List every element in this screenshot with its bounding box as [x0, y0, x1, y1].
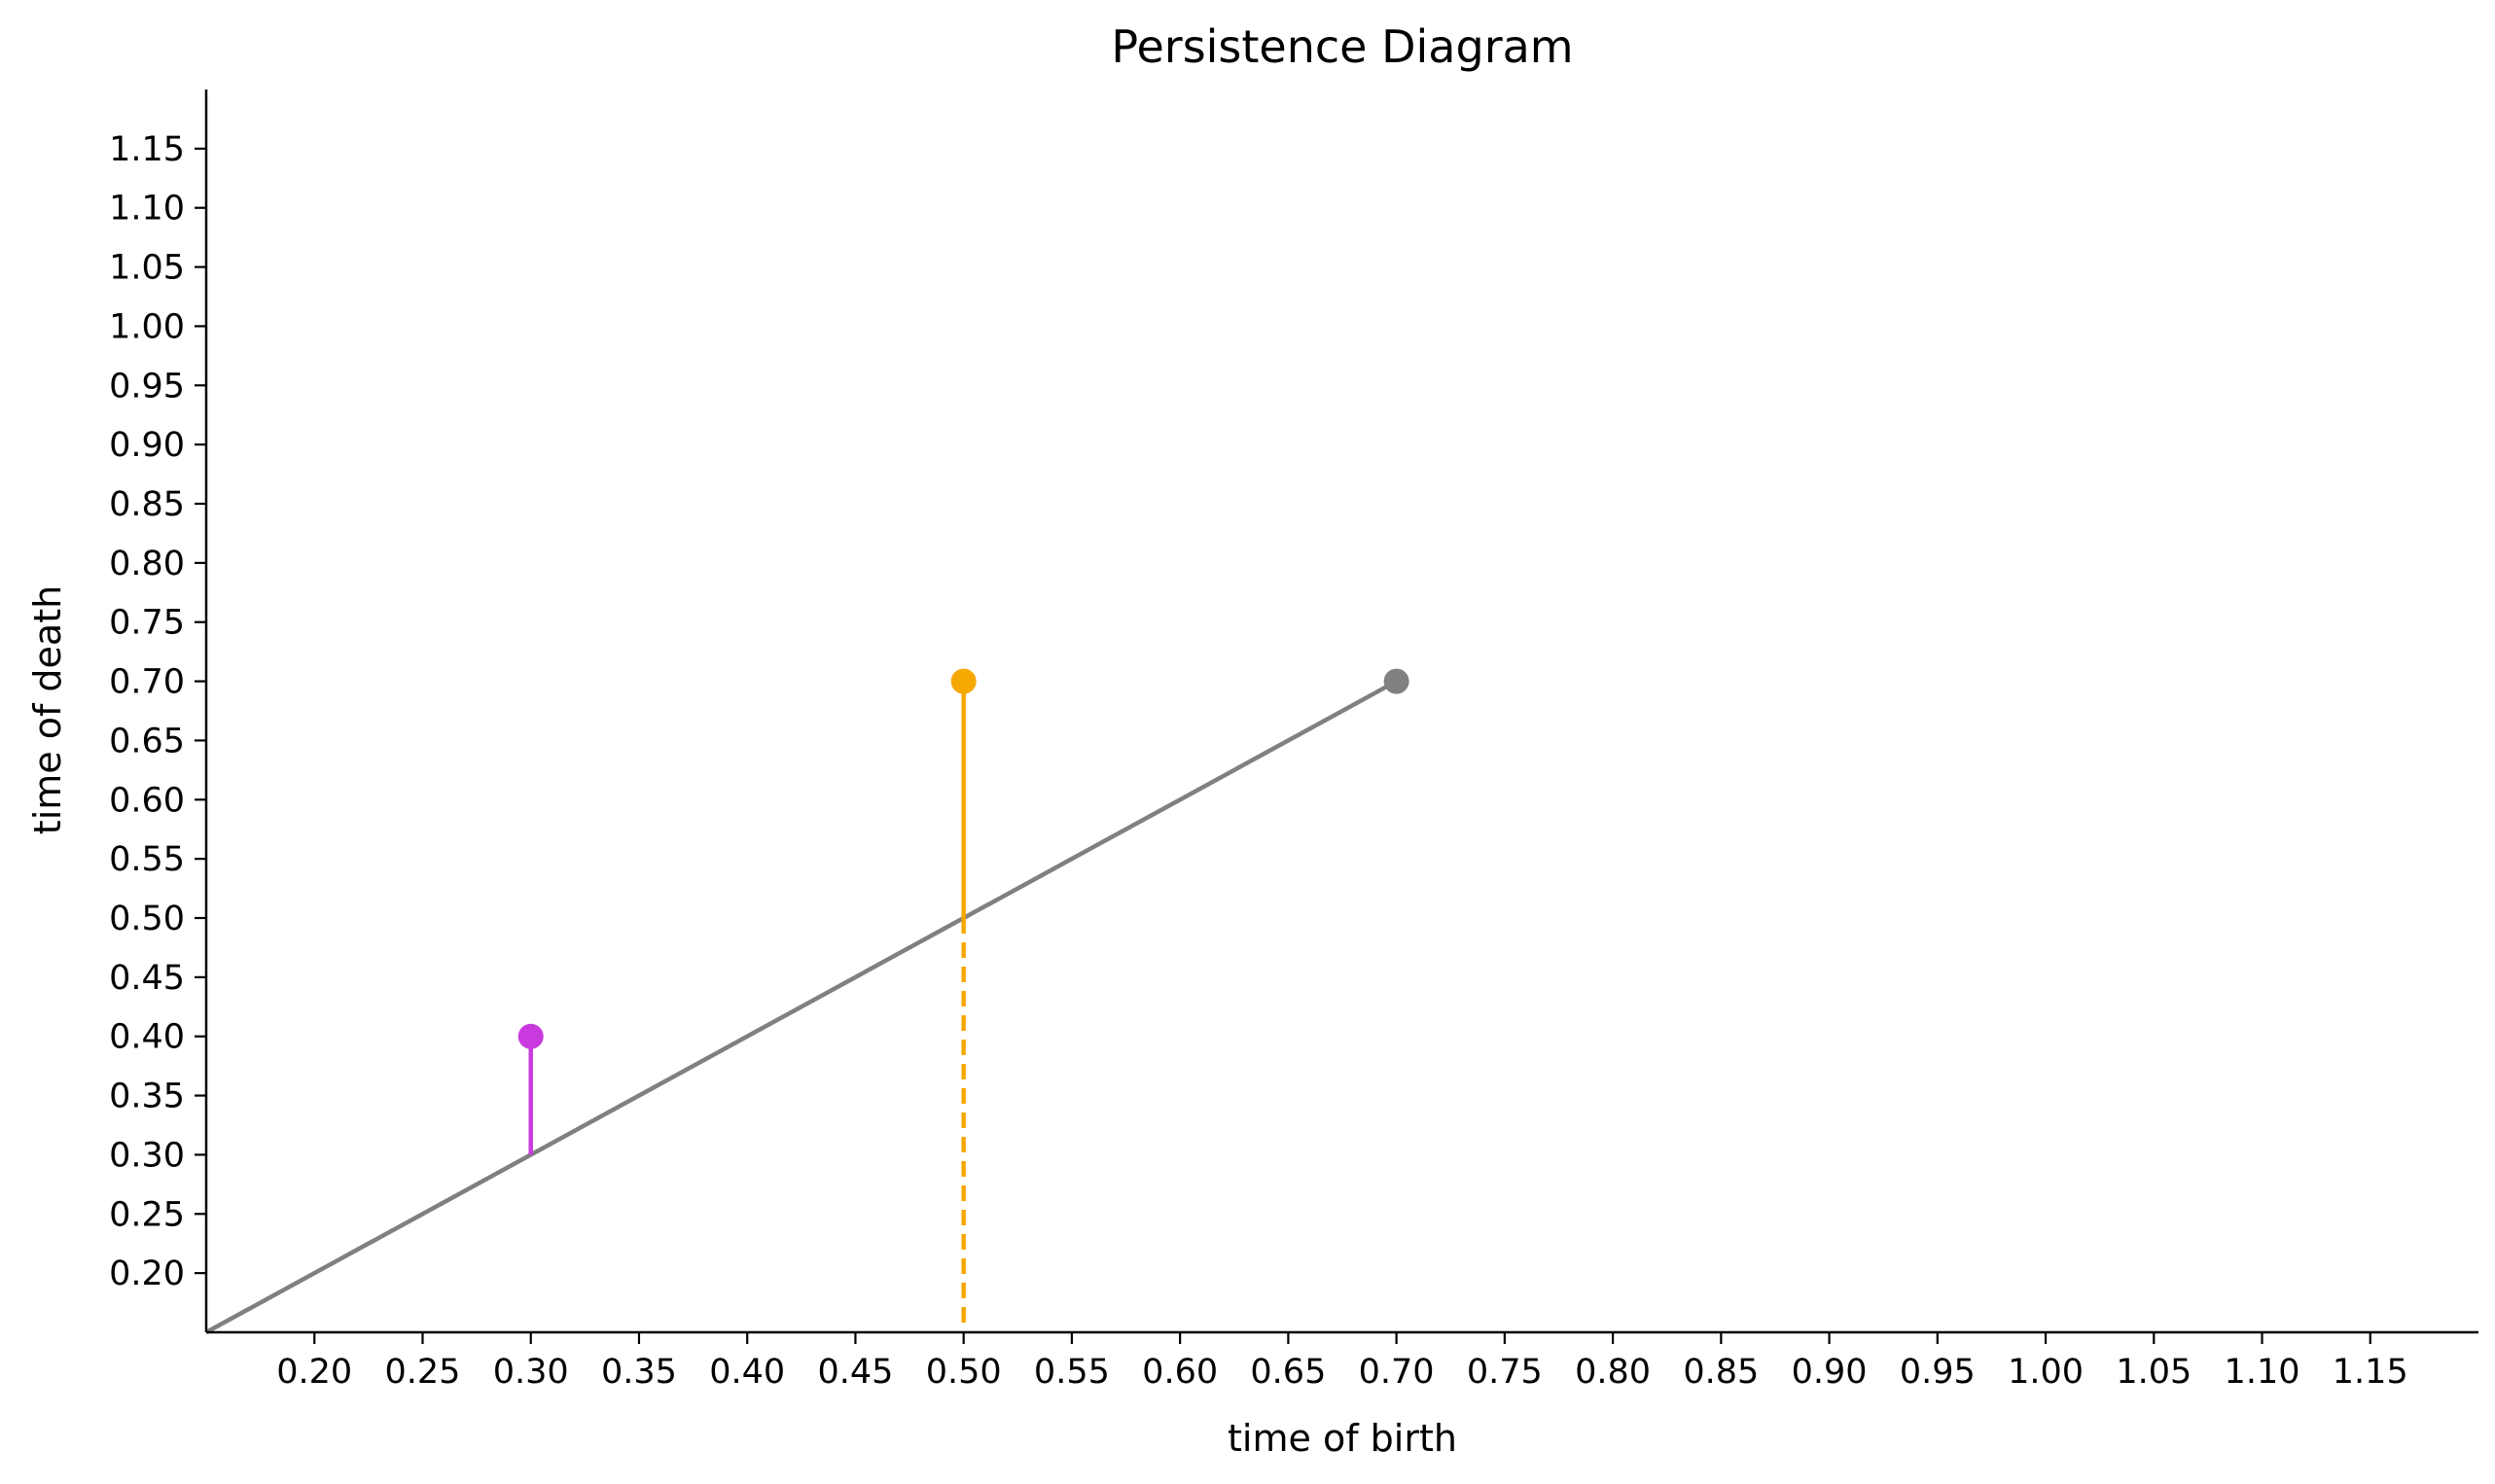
- diagonal-line: [204, 679, 1398, 1334]
- x-tick-label: 0.75: [1467, 1353, 1543, 1392]
- y-tick-label: 1.05: [109, 249, 185, 288]
- y-tick-label: 0.45: [109, 959, 185, 998]
- x-axis-label: time of birth: [1228, 1417, 1457, 1460]
- x-tick-label: 1.00: [2008, 1353, 2084, 1392]
- plot-area: [204, 668, 1409, 1334]
- x-tick-label: 0.95: [1900, 1353, 1976, 1392]
- y-tick-label: 1.15: [109, 130, 185, 169]
- x-tick-label: 0.90: [1792, 1353, 1868, 1392]
- chart-title: Persistence Diagram: [1111, 20, 1573, 73]
- x-axis-ticks: 0.20 0.25 0.30 0.35 0.40 0.45 0.50 0.55 0.60 0.65…: [276, 1332, 2408, 1392]
- y-tick-label: 0.60: [109, 781, 185, 820]
- y-tick-label: 0.80: [109, 545, 185, 583]
- y-tick-label: 1.10: [109, 190, 185, 229]
- x-tick-label: 0.55: [1034, 1353, 1110, 1392]
- y-tick-label: 0.30: [109, 1136, 185, 1175]
- x-tick-label: 0.70: [1359, 1353, 1435, 1392]
- data-point: [950, 668, 977, 694]
- x-tick-label: 0.60: [1142, 1353, 1218, 1392]
- x-tick-label: 0.20: [276, 1353, 352, 1392]
- x-tick-label: 0.35: [601, 1353, 677, 1392]
- x-tick-label: 0.65: [1250, 1353, 1326, 1392]
- y-tick-label: 1.00: [109, 307, 185, 346]
- y-tick-label: 0.20: [109, 1254, 185, 1293]
- y-tick-label: 0.25: [109, 1195, 185, 1234]
- y-axis-ticks: 0.20 0.25 0.30 0.35 0.40 0.45 0.50 0.55 0.60 0.65…: [109, 130, 206, 1293]
- x-tick-label: 1.15: [2333, 1353, 2408, 1392]
- x-tick-label: 0.25: [385, 1353, 461, 1392]
- y-tick-label: 0.90: [109, 426, 185, 465]
- y-tick-label: 0.95: [109, 367, 185, 406]
- data-point: [1383, 668, 1409, 694]
- y-axis-label: time of death: [26, 585, 69, 834]
- y-tick-label: 0.65: [109, 722, 185, 760]
- x-tick-label: 0.50: [926, 1353, 1002, 1392]
- x-tick-label: 1.05: [2116, 1353, 2192, 1392]
- x-tick-label: 0.45: [817, 1353, 893, 1392]
- x-tick-label: 0.85: [1683, 1353, 1759, 1392]
- x-tick-label: 0.40: [709, 1353, 785, 1392]
- y-tick-label: 0.85: [109, 485, 185, 524]
- y-tick-label: 0.70: [109, 663, 185, 702]
- y-tick-label: 0.55: [109, 840, 185, 879]
- y-tick-label: 0.35: [109, 1078, 185, 1116]
- y-tick-label: 0.75: [109, 604, 185, 643]
- x-tick-label: 0.80: [1575, 1353, 1651, 1392]
- y-tick-label: 0.40: [109, 1018, 185, 1057]
- data-point: [517, 1023, 544, 1049]
- x-tick-label: 0.30: [493, 1353, 569, 1392]
- x-tick-label: 1.10: [2225, 1353, 2300, 1392]
- y-tick-label: 0.50: [109, 900, 185, 938]
